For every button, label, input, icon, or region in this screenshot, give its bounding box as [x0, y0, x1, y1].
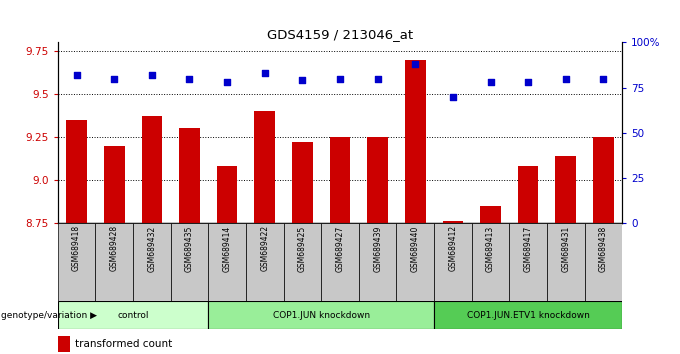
FancyBboxPatch shape	[284, 223, 321, 301]
Point	[598, 76, 609, 81]
Text: GSM689422: GSM689422	[260, 225, 269, 272]
FancyBboxPatch shape	[133, 223, 171, 301]
Point	[71, 72, 82, 78]
Point	[410, 61, 421, 67]
Text: GSM689435: GSM689435	[185, 225, 194, 272]
FancyBboxPatch shape	[509, 223, 547, 301]
Bar	[480, 206, 501, 223]
Bar	[367, 137, 388, 223]
FancyBboxPatch shape	[321, 223, 359, 301]
Text: GSM689414: GSM689414	[222, 225, 232, 272]
Bar	[58, 336, 70, 352]
FancyBboxPatch shape	[95, 223, 133, 301]
FancyBboxPatch shape	[171, 223, 208, 301]
Point	[335, 76, 345, 81]
Bar	[556, 156, 576, 223]
Text: GSM689425: GSM689425	[298, 225, 307, 272]
Text: GSM689439: GSM689439	[373, 225, 382, 272]
Title: GDS4159 / 213046_at: GDS4159 / 213046_at	[267, 28, 413, 41]
Point	[297, 78, 308, 83]
Bar	[141, 116, 163, 223]
Bar	[517, 166, 539, 223]
FancyBboxPatch shape	[547, 223, 585, 301]
Bar	[593, 137, 614, 223]
FancyBboxPatch shape	[396, 223, 434, 301]
Text: GSM689417: GSM689417	[524, 225, 532, 272]
FancyBboxPatch shape	[472, 223, 509, 301]
Bar	[254, 111, 275, 223]
Bar	[292, 142, 313, 223]
Bar	[330, 137, 350, 223]
Point	[560, 76, 571, 81]
FancyBboxPatch shape	[359, 223, 396, 301]
Text: GSM689418: GSM689418	[72, 225, 81, 272]
Point	[523, 79, 534, 85]
FancyBboxPatch shape	[58, 223, 95, 301]
Text: COP1.JUN.ETV1 knockdown: COP1.JUN.ETV1 knockdown	[466, 310, 590, 320]
Text: GSM689440: GSM689440	[411, 225, 420, 272]
FancyBboxPatch shape	[208, 301, 434, 329]
Text: GSM689413: GSM689413	[486, 225, 495, 272]
Text: GSM689428: GSM689428	[109, 225, 119, 272]
Point	[184, 76, 195, 81]
Bar	[104, 145, 124, 223]
Bar	[217, 166, 237, 223]
Point	[109, 76, 120, 81]
Bar	[179, 129, 200, 223]
FancyBboxPatch shape	[58, 301, 208, 329]
Text: GSM689438: GSM689438	[599, 225, 608, 272]
Point	[485, 79, 496, 85]
Text: GSM689412: GSM689412	[448, 225, 458, 272]
Bar	[443, 221, 463, 223]
Text: transformed count: transformed count	[75, 339, 172, 349]
FancyBboxPatch shape	[246, 223, 284, 301]
Point	[447, 94, 458, 99]
FancyBboxPatch shape	[208, 223, 246, 301]
FancyBboxPatch shape	[585, 223, 622, 301]
Point	[222, 79, 233, 85]
Point	[146, 72, 157, 78]
Text: control: control	[118, 310, 149, 320]
Bar	[405, 60, 426, 223]
Point	[259, 70, 270, 76]
Text: COP1.JUN knockdown: COP1.JUN knockdown	[273, 310, 370, 320]
Text: genotype/variation ▶: genotype/variation ▶	[1, 310, 97, 320]
Point	[372, 76, 383, 81]
Text: GSM689427: GSM689427	[335, 225, 345, 272]
Bar	[66, 120, 87, 223]
FancyBboxPatch shape	[434, 223, 472, 301]
Text: GSM689432: GSM689432	[148, 225, 156, 272]
Text: GSM689431: GSM689431	[561, 225, 571, 272]
FancyBboxPatch shape	[434, 301, 622, 329]
